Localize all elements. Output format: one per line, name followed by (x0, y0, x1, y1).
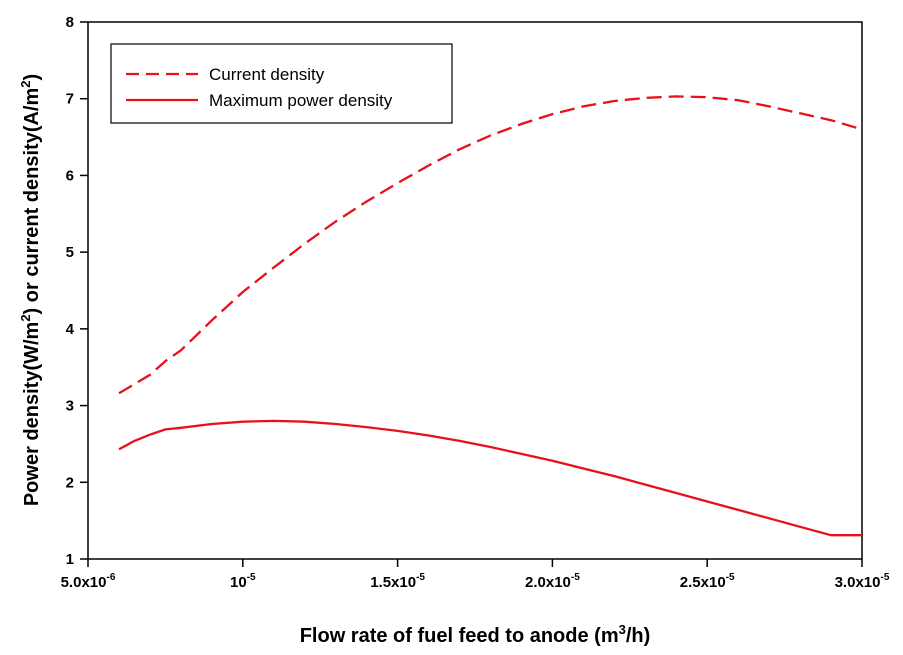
x-tick-label: 5.0x10-6 (61, 572, 116, 591)
y-tick-label: 1 (66, 551, 74, 568)
y-tick-label: 3 (66, 398, 74, 415)
y-tick-label: 6 (66, 167, 74, 184)
legend-box (110, 43, 453, 124)
series-line-maximum-power-density (118, 419, 862, 537)
series-layer (118, 95, 863, 537)
plot-frame (87, 21, 863, 560)
y-tick-label: 5 (66, 244, 74, 261)
series-line-current-density (118, 95, 863, 395)
x-tick-label: 2.5x10-5 (680, 572, 735, 591)
y-axis-title: Power density(W/m2) or current density(A… (18, 74, 43, 506)
x-tick-label: 1.5x10-5 (370, 572, 425, 591)
x-tick-label: 2.0x10-5 (525, 572, 580, 591)
x-axis-ticks: 5.0x10-6 10-5 1.5x10-5 2.0x10-5 2.5x10-5 3.0x… (61, 559, 890, 591)
x-axis-title: Flow rate of fuel feed to anode (m3/h) (300, 622, 651, 647)
x-tick-label: 10-5 (230, 572, 256, 591)
x-tick-label: 3.0x10-5 (835, 572, 890, 591)
y-axis-ticks: 1 2 3 4 5 6 7 8 (66, 14, 88, 568)
y-tick-label: 7 (66, 91, 74, 108)
y-tick-label: 4 (66, 321, 75, 338)
legend-label-current-density: Current density (209, 65, 325, 84)
legend: Current density Maximum power density (110, 43, 453, 124)
y-tick-label: 8 (66, 14, 74, 31)
y-tick-label: 2 (66, 474, 74, 491)
legend-label-maximum-power-density: Maximum power density (209, 91, 393, 110)
